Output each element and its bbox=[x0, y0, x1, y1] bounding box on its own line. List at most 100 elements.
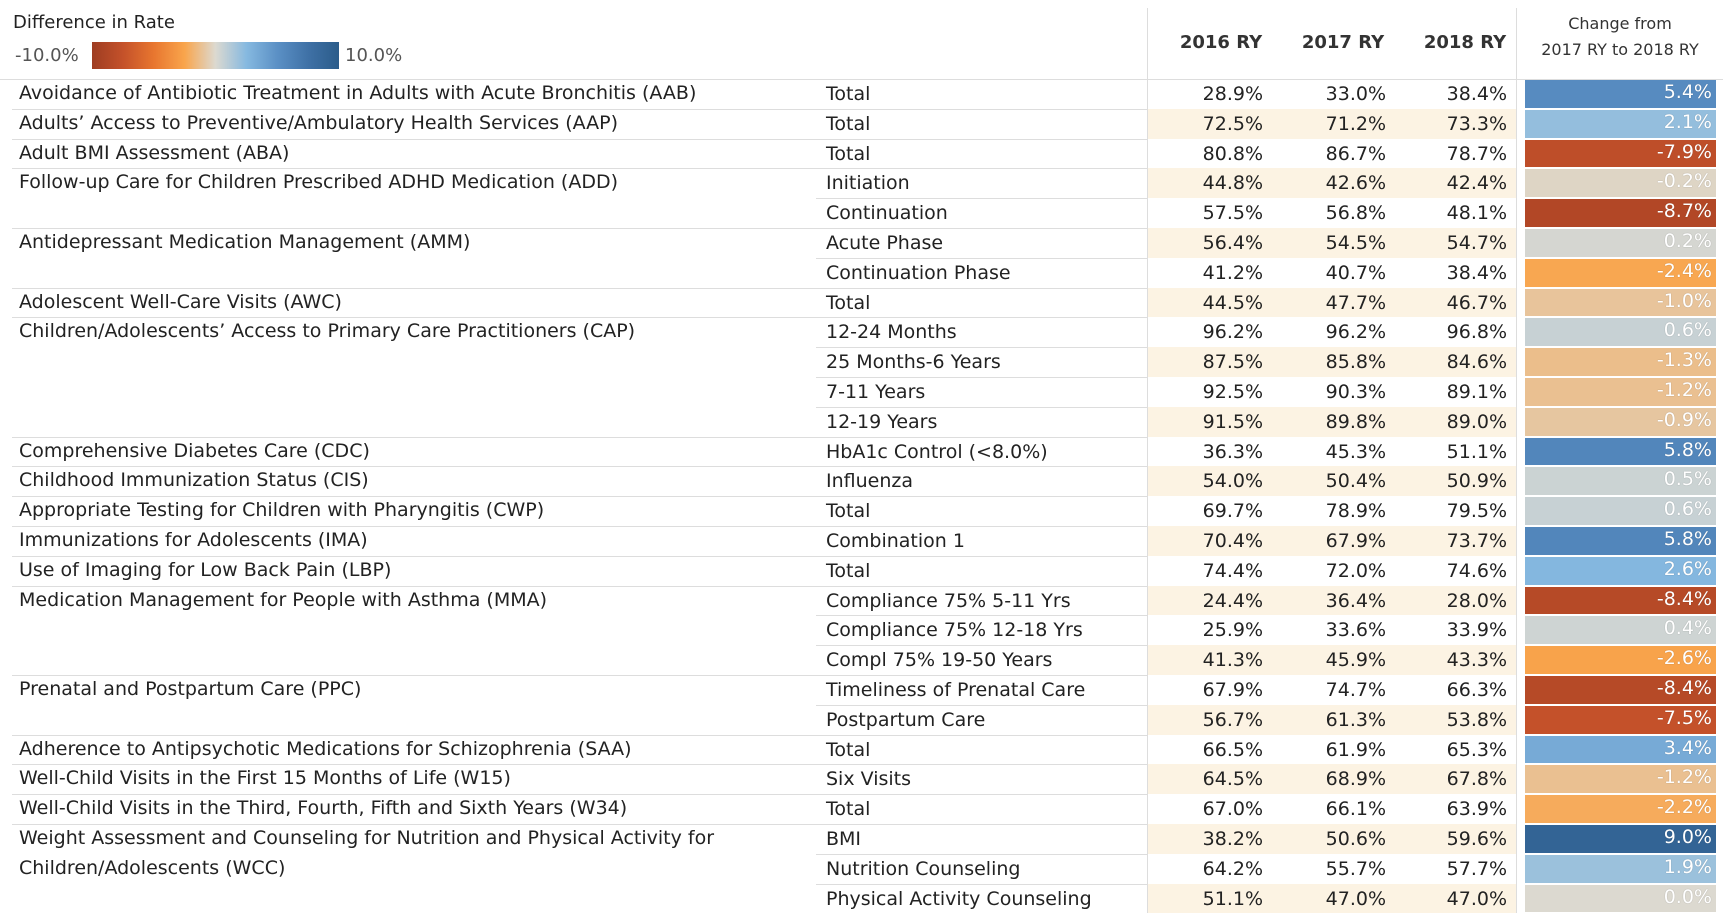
change-cell bbox=[1525, 80, 1716, 108]
rate-value: 69.7% bbox=[1202, 500, 1263, 523]
row-rule bbox=[816, 883, 1147, 885]
submeasure: Combination 1 bbox=[826, 530, 965, 552]
rate-value: 91.5% bbox=[1202, 410, 1263, 433]
submeasure: Total bbox=[826, 142, 871, 165]
measure-name: Children/Adolescents’ Access to Primary … bbox=[19, 320, 636, 343]
rate-value: 42.6% bbox=[1325, 172, 1386, 195]
rate-value: 96.2% bbox=[1325, 321, 1386, 344]
rate-value: 33.0% bbox=[1325, 83, 1386, 105]
rate-value: 70.4% bbox=[1202, 530, 1263, 552]
change-cell bbox=[1525, 735, 1716, 764]
rate-value: 33.9% bbox=[1446, 619, 1507, 642]
measure-name: Children/Adolescents (WCC) bbox=[19, 856, 286, 879]
measure-name: Follow-up Care for Children Prescribed A… bbox=[19, 171, 618, 194]
change-value: 0.4% bbox=[1663, 617, 1712, 640]
submeasure: Total bbox=[826, 112, 871, 135]
row-shade bbox=[1148, 704, 1516, 735]
header-rule bbox=[0, 79, 1723, 80]
change-value: 5.4% bbox=[1663, 81, 1712, 103]
change-value: 5.8% bbox=[1663, 528, 1712, 550]
change-value: -1.2% bbox=[1656, 379, 1712, 401]
submeasure: Physical Activity Counseling bbox=[826, 887, 1092, 910]
rate-value: 47.7% bbox=[1325, 291, 1386, 314]
row-rule bbox=[816, 287, 1147, 289]
column-header: 2018 RY bbox=[1423, 32, 1507, 53]
rate-value: 61.3% bbox=[1325, 708, 1386, 731]
change-cell bbox=[1525, 616, 1716, 645]
measure-name: Use of Imaging for Low Back Pain (LBP) bbox=[19, 558, 392, 581]
change-value: 1.9% bbox=[1663, 855, 1712, 878]
group-rule bbox=[12, 555, 816, 557]
submeasure: Postpartum Care bbox=[826, 708, 986, 731]
submeasure: Compl 75% 19-50 Years bbox=[826, 649, 1053, 672]
change-value: 2.1% bbox=[1663, 110, 1712, 133]
change-value: -1.3% bbox=[1656, 349, 1712, 372]
rate-value: 67.0% bbox=[1202, 798, 1263, 821]
change-value: 3.4% bbox=[1663, 736, 1712, 759]
row-rule bbox=[816, 824, 1147, 825]
measure-name: Prenatal and Postpartum Care (PPC) bbox=[19, 678, 362, 700]
change-cell bbox=[1525, 229, 1716, 257]
change-cell bbox=[1525, 556, 1716, 585]
measure-name: Adherence to Antipsychotic Medications f… bbox=[19, 737, 632, 760]
submeasure: Influenza bbox=[826, 470, 914, 493]
group-rule bbox=[12, 108, 816, 110]
submeasure: Initiation bbox=[826, 172, 910, 195]
row-rule bbox=[816, 257, 1147, 259]
rate-value: 74.6% bbox=[1446, 559, 1507, 582]
change-value: 0.6% bbox=[1663, 498, 1712, 521]
column-divider bbox=[1147, 8, 1148, 913]
change-cell bbox=[1525, 586, 1716, 615]
rate-value: 59.6% bbox=[1446, 828, 1507, 850]
change-value: 5.8% bbox=[1663, 438, 1712, 461]
rate-value: 48.1% bbox=[1446, 202, 1507, 225]
row-rule bbox=[816, 555, 1147, 557]
rate-value: 36.4% bbox=[1325, 589, 1386, 612]
rate-value: 56.4% bbox=[1202, 232, 1263, 254]
change-cell bbox=[1525, 646, 1716, 674]
change-cell bbox=[1525, 199, 1716, 227]
submeasure: Continuation Phase bbox=[826, 261, 1011, 284]
row-shade bbox=[1148, 347, 1516, 377]
group-rule bbox=[12, 466, 816, 468]
rate-value: 33.6% bbox=[1325, 619, 1386, 642]
submeasure: 12-24 Months bbox=[826, 321, 957, 344]
change-cell bbox=[1525, 407, 1716, 436]
change-value: -1.0% bbox=[1656, 289, 1712, 312]
change-cell bbox=[1525, 288, 1716, 317]
measure-name: Well-Child Visits in the First 15 Months… bbox=[19, 767, 511, 790]
measure-name: Weight Assessment and Counseling for Nut… bbox=[19, 827, 715, 849]
row-shade bbox=[1148, 108, 1516, 139]
change-value: -8.4% bbox=[1656, 587, 1712, 610]
row-shade bbox=[1148, 406, 1516, 437]
row-rule bbox=[816, 108, 1147, 110]
row-rule bbox=[816, 496, 1147, 498]
rate-value: 38.4% bbox=[1446, 261, 1507, 284]
change-cell bbox=[1525, 437, 1716, 466]
rate-value: 50.4% bbox=[1325, 470, 1386, 493]
rate-value: 64.2% bbox=[1202, 857, 1263, 880]
group-rule bbox=[12, 675, 816, 676]
row-shade bbox=[1148, 764, 1516, 795]
rate-value: 47.0% bbox=[1325, 887, 1386, 910]
rate-value: 61.9% bbox=[1325, 738, 1386, 761]
rate-value: 41.2% bbox=[1202, 261, 1263, 284]
rate-value: 54.7% bbox=[1446, 232, 1507, 254]
rate-value: 85.8% bbox=[1325, 351, 1386, 374]
rate-value: 63.9% bbox=[1446, 798, 1507, 821]
change-value: 9.0% bbox=[1663, 826, 1712, 848]
measure-name: Antidepressant Medication Management (AM… bbox=[19, 231, 471, 253]
measure-name: Childhood Immunization Status (CIS) bbox=[19, 469, 369, 492]
group-rule bbox=[12, 436, 816, 438]
change-cell bbox=[1525, 497, 1716, 525]
submeasure: Total bbox=[826, 738, 871, 761]
rate-value: 44.8% bbox=[1202, 172, 1263, 195]
submeasure: Total bbox=[826, 83, 871, 105]
row-rule bbox=[816, 168, 1147, 170]
rate-value: 66.3% bbox=[1446, 679, 1507, 701]
submeasure: Compliance 75% 5-11 Yrs bbox=[826, 589, 1071, 612]
rate-value: 51.1% bbox=[1202, 887, 1263, 910]
change-cell bbox=[1525, 795, 1716, 823]
row-rule bbox=[816, 406, 1147, 408]
rate-value: 68.9% bbox=[1325, 768, 1386, 791]
